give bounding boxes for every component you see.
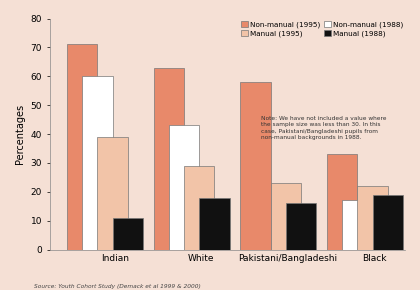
Bar — [357, 186, 388, 249]
Bar — [113, 218, 143, 249]
Bar — [97, 137, 128, 249]
Legend: Non-manual (1995), Manual (1995), Non-manual (1988), Manual (1988): Non-manual (1995), Manual (1995), Non-ma… — [239, 20, 405, 39]
Y-axis label: Percentages: Percentages — [15, 104, 25, 164]
Text: Note: We have not included a value where
the sample size was less than 30. In th: Note: We have not included a value where… — [261, 115, 386, 140]
Bar — [327, 154, 357, 249]
Bar — [373, 195, 403, 249]
Bar — [199, 197, 229, 249]
Bar — [270, 183, 301, 249]
Text: Source: Youth Cohort Study (Demack et al 1999 & 2000): Source: Youth Cohort Study (Demack et al… — [34, 284, 200, 289]
Bar — [169, 125, 199, 249]
Bar — [67, 44, 97, 249]
Bar — [286, 203, 316, 249]
Bar — [184, 166, 214, 249]
Bar — [240, 82, 270, 249]
Bar — [342, 200, 373, 249]
Bar — [154, 68, 184, 249]
Bar — [82, 76, 113, 249]
